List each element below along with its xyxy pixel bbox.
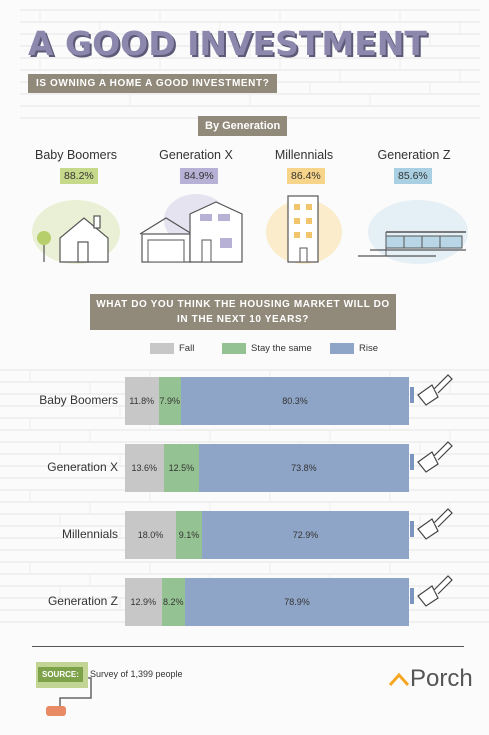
bar-segment-millennials-stay-the-same: 9.1% [176, 511, 202, 559]
legend-item-fall: Fall [150, 343, 194, 354]
gen-pct-baby-boomers: 88.2% [60, 168, 98, 184]
legend-item-stay-the-same: Stay the same [222, 343, 312, 354]
legend-label-fall: Fall [179, 343, 195, 354]
gen-pct-generation-x: 84.9% [180, 168, 218, 184]
legend-swatch-stay-the-same [222, 343, 246, 354]
question-banner: WHAT DO YOU THINK THE HOUSING MARKET WIL… [90, 294, 396, 330]
legend-swatch-rise [330, 343, 354, 354]
gen-label-generation-x: Generation X [159, 148, 233, 162]
porch-logo: Porch [388, 665, 473, 693]
legend-swatch-fall [150, 343, 174, 354]
bar-segment-generation-x-fall: 13.6% [125, 444, 164, 492]
trowel-icon [410, 508, 453, 540]
section-label: By Generation [198, 116, 288, 136]
subtitle-tag: IS OWNING A HOME A GOOD INVESTMENT? [28, 74, 278, 93]
legend-label-rise: Rise [359, 343, 379, 354]
bar-label-baby-boomers: Baby Boomers [39, 393, 118, 407]
source-label: SOURCE: [38, 667, 83, 682]
trowel-icon [410, 374, 453, 406]
bar-segment-millennials-fall: 18.0% [125, 511, 177, 559]
porch-brand-text: Porch [410, 665, 473, 692]
bar-segment-generation-z-fall: 12.9% [125, 578, 162, 626]
bar-segment-millennials-rise: 72.9% [201, 511, 409, 559]
bar-segment-generation-z-rise: 78.9% [184, 578, 409, 626]
house-icon-baby-boomers [32, 200, 120, 264]
trowel-icon [410, 575, 453, 607]
gen-pct-generation-z: 85.6% [394, 168, 432, 184]
bar-label-generation-x: Generation X [47, 460, 118, 474]
building-icon-millennials [266, 195, 342, 264]
legend-item-rise: Rise [330, 343, 378, 354]
gen-pct-millennials: 86.4% [287, 168, 325, 184]
porch-roof-icon [388, 672, 410, 687]
gen-label-baby-boomers: Baby Boomers [35, 148, 117, 162]
footer-divider [32, 646, 464, 647]
gen-label-millennials: Millennials [274, 148, 334, 162]
bar-segment-generation-x-rise: 73.8% [199, 444, 409, 492]
trowel-icon [410, 441, 453, 473]
bar-segment-generation-z-stay-the-same: 8.2% [161, 578, 185, 626]
bar-segment-baby-boomers-fall: 11.8% [125, 377, 159, 425]
gen-label-generation-z: Generation Z [377, 148, 451, 162]
bar-segment-baby-boomers-stay-the-same: 7.9% [158, 377, 181, 425]
bar-segment-baby-boomers-rise: 80.3% [180, 377, 409, 425]
bar-label-millennials: Millennials [61, 527, 118, 541]
source-text: Survey of 1,399 people [90, 669, 183, 679]
bar-segment-generation-x-stay-the-same: 12.5% [163, 444, 200, 492]
legend-label-stay-the-same: Stay the same [251, 343, 312, 354]
modern-house-icon-generation-z [358, 200, 468, 264]
bar-label-generation-z: Generation Z [47, 594, 118, 608]
house-icon-generation-x [139, 194, 243, 263]
page-title: A GOOD INVESTMENT [28, 24, 427, 63]
